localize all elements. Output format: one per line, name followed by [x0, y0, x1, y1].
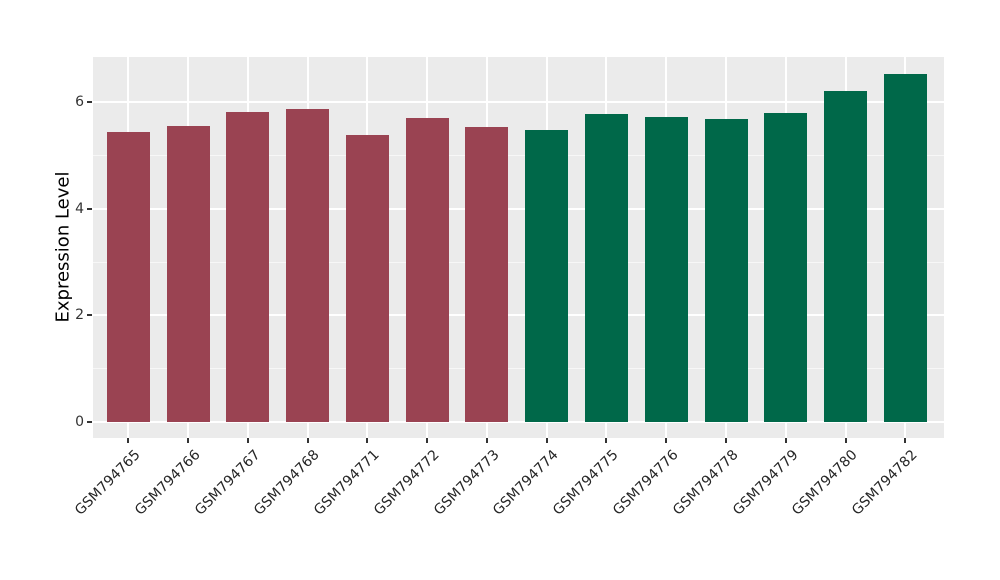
- x-tick-mark: [426, 438, 429, 443]
- bar-GSM794776: [644, 116, 688, 422]
- bar-GSM794772: [405, 118, 449, 422]
- plot-panel: [93, 57, 944, 438]
- y-tick-label: 2: [75, 307, 84, 324]
- x-tick-mark: [127, 438, 130, 443]
- x-tick-mark: [306, 438, 309, 443]
- x-tick-mark: [187, 438, 190, 443]
- y-tick-mark: [87, 421, 92, 423]
- y-axis-title: Expression Level: [52, 171, 74, 323]
- x-tick-mark: [904, 438, 907, 443]
- minor-gridline: [93, 368, 944, 370]
- y-tick-label: 4: [75, 200, 84, 217]
- x-tick-mark: [545, 438, 548, 443]
- x-tick-mark: [665, 438, 668, 443]
- bar-GSM794778: [704, 118, 748, 422]
- bar-GSM794765: [106, 132, 150, 422]
- x-tick-mark: [605, 438, 608, 443]
- bar-GSM794766: [166, 126, 210, 422]
- x-tick-mark: [725, 438, 727, 443]
- major-gridline: [93, 101, 944, 104]
- minor-gridline: [93, 261, 944, 263]
- bar-GSM794774: [525, 130, 569, 422]
- x-tick-mark: [784, 438, 787, 443]
- y-tick-mark: [87, 101, 92, 104]
- x-tick-mark: [366, 438, 369, 443]
- minor-gridline: [93, 155, 944, 156]
- bar-GSM794771: [345, 135, 389, 422]
- major-gridline: [93, 314, 944, 317]
- x-tick-mark: [844, 438, 847, 443]
- bar-GSM794780: [824, 91, 868, 422]
- bar-GSM794773: [465, 127, 509, 422]
- bar-GSM794767: [226, 111, 270, 422]
- major-gridline: [93, 421, 944, 423]
- bar-GSM794768: [286, 108, 330, 422]
- x-tick-mark: [246, 438, 249, 443]
- y-tick-mark: [87, 314, 92, 317]
- bar-GSM794779: [764, 113, 808, 422]
- y-tick-mark: [87, 207, 92, 210]
- y-tick-label: 6: [75, 94, 84, 111]
- bar-GSM794775: [584, 114, 628, 422]
- bar-GSM794782: [883, 73, 927, 422]
- major-gridline: [93, 207, 944, 210]
- y-tick-label: 0: [75, 414, 84, 430]
- x-tick-mark: [485, 438, 488, 443]
